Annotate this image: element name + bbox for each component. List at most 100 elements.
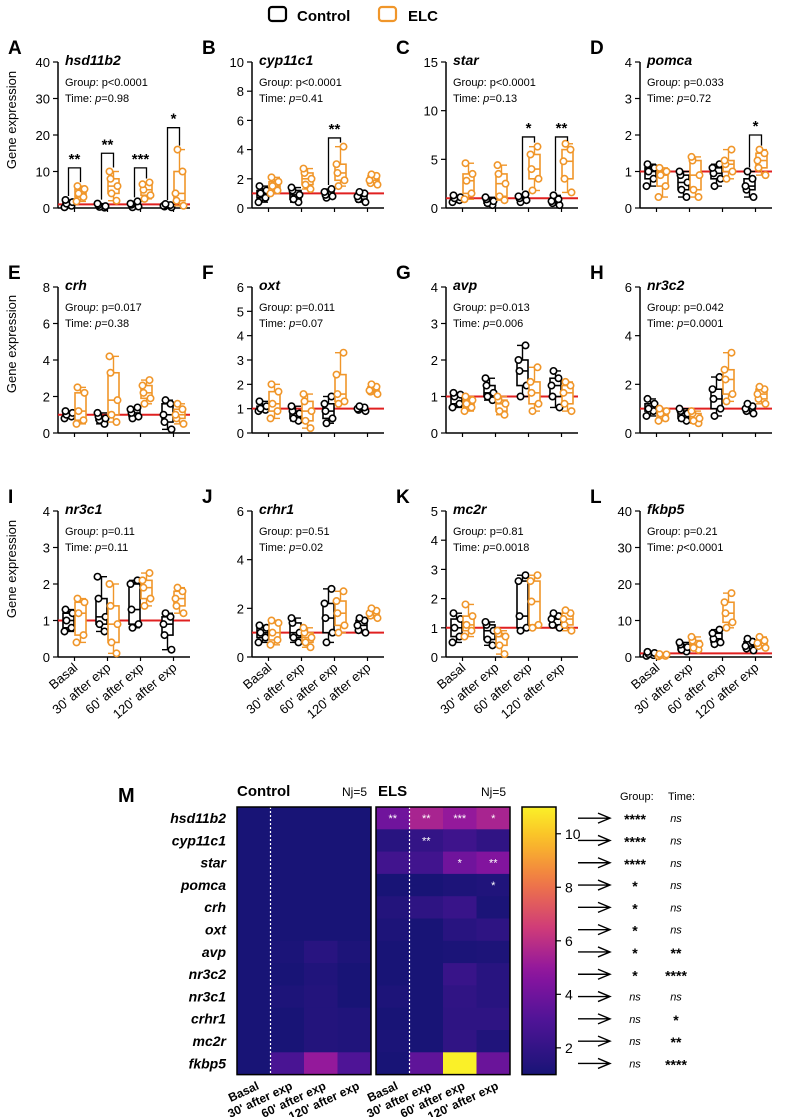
data-point: [483, 635, 492, 644]
y-tick-label: 0: [43, 426, 50, 441]
data-point: [320, 187, 329, 196]
heatmap-gene-label: hsd11b2: [170, 810, 226, 826]
data-point: [179, 419, 188, 428]
legend-elc-swatch: [377, 5, 398, 23]
data-point: [467, 626, 476, 635]
data-point: [661, 414, 670, 423]
data-point: [267, 380, 276, 389]
control-map-title: Control: [237, 783, 290, 800]
data-point: [274, 177, 283, 186]
data-point: [373, 390, 382, 399]
y-tick-label: 2: [431, 353, 438, 368]
data-point: [514, 355, 523, 364]
heatmap-cell: [409, 1007, 444, 1031]
heatmap-cell: [237, 829, 271, 853]
sig-bracket: [521, 136, 536, 191]
gene-title: star: [453, 52, 480, 68]
panel-letter: G: [396, 263, 411, 284]
heatmap-cell: [476, 829, 511, 853]
data-point: [462, 620, 471, 629]
group-sig: *: [632, 923, 638, 939]
data-point: [455, 399, 464, 408]
data-point: [320, 599, 329, 608]
data-point: [749, 409, 758, 418]
heatmap-panel: M Control Nj=5 ELS Nj=5** ** *** **** ***hsd11b2…: [118, 783, 695, 1117]
data-point: [460, 632, 469, 641]
data-point: [533, 363, 542, 372]
heatmap-cell: [337, 851, 372, 875]
group-stat: Group: p=0.81: [453, 526, 524, 538]
data-point: [161, 609, 170, 618]
data-point: [273, 186, 282, 195]
group-sig: ****: [624, 833, 646, 849]
data-point: [528, 623, 537, 632]
data-point: [273, 635, 282, 644]
y-tick-label: 1: [625, 165, 632, 180]
data-point: [339, 348, 348, 357]
y-tick-label: 2: [237, 172, 244, 187]
group-stat: Group: p=0.017: [65, 302, 142, 314]
data-point: [332, 160, 341, 169]
data-point: [528, 186, 537, 195]
data-point: [172, 601, 181, 610]
row-arrow: [578, 1057, 612, 1070]
data-point: [559, 388, 568, 397]
y-tick-label: 1: [43, 614, 50, 629]
data-point: [306, 643, 315, 652]
data-point: [266, 189, 275, 198]
data-point: [709, 394, 718, 403]
heatmap-cell: [409, 851, 444, 875]
data-point: [748, 174, 757, 183]
data-point: [267, 616, 276, 625]
heatmap-cell: [270, 1052, 305, 1076]
data-point: [254, 638, 263, 647]
legend-control-swatch: [267, 5, 288, 23]
data-point: [559, 615, 568, 624]
heatmap-gene-label: star: [200, 855, 227, 871]
y-tick-label: 3: [431, 317, 438, 332]
heatmap-cell: [337, 918, 372, 942]
data-point: [468, 169, 477, 178]
data-point: [710, 182, 719, 191]
data-point: [113, 182, 122, 191]
data-point: [481, 617, 490, 626]
data-point: [160, 631, 169, 640]
data-point: [105, 352, 114, 361]
row-arrow: [578, 834, 612, 847]
data-point: [112, 418, 121, 427]
row-arrow: [578, 879, 612, 891]
y-tick-label: 4: [43, 353, 50, 368]
y-tick-label: 5: [431, 152, 438, 167]
legend-control-label: Control: [297, 8, 350, 25]
data-point: [255, 621, 264, 630]
y-tick-label: 0: [431, 426, 438, 441]
data-point: [74, 407, 83, 416]
data-point: [643, 160, 652, 169]
heatmap-gene-label: crhr1: [191, 1011, 226, 1027]
heatmap-cell: [409, 807, 444, 830]
data-point: [107, 189, 116, 198]
data-point: [138, 180, 147, 189]
data-point: [749, 193, 758, 202]
heatmap-cell: [337, 873, 372, 897]
data-point: [127, 605, 136, 614]
y-tick-label: 6: [237, 280, 244, 295]
time-stat: Time: p=0.38: [65, 318, 129, 330]
data-point: [722, 623, 731, 632]
y-tick-label: 4: [43, 504, 50, 519]
data-point: [140, 194, 149, 203]
data-point: [268, 399, 277, 408]
data-point: [461, 159, 470, 168]
data-point: [761, 171, 770, 180]
data-point: [266, 640, 275, 649]
group-stat: Group: p=0.21: [647, 526, 718, 538]
data-point: [549, 609, 558, 618]
gene-title: hsd11b2: [65, 52, 121, 68]
data-point: [299, 623, 308, 632]
data-point: [306, 424, 315, 433]
data-point: [353, 621, 362, 630]
data-point: [266, 414, 275, 423]
